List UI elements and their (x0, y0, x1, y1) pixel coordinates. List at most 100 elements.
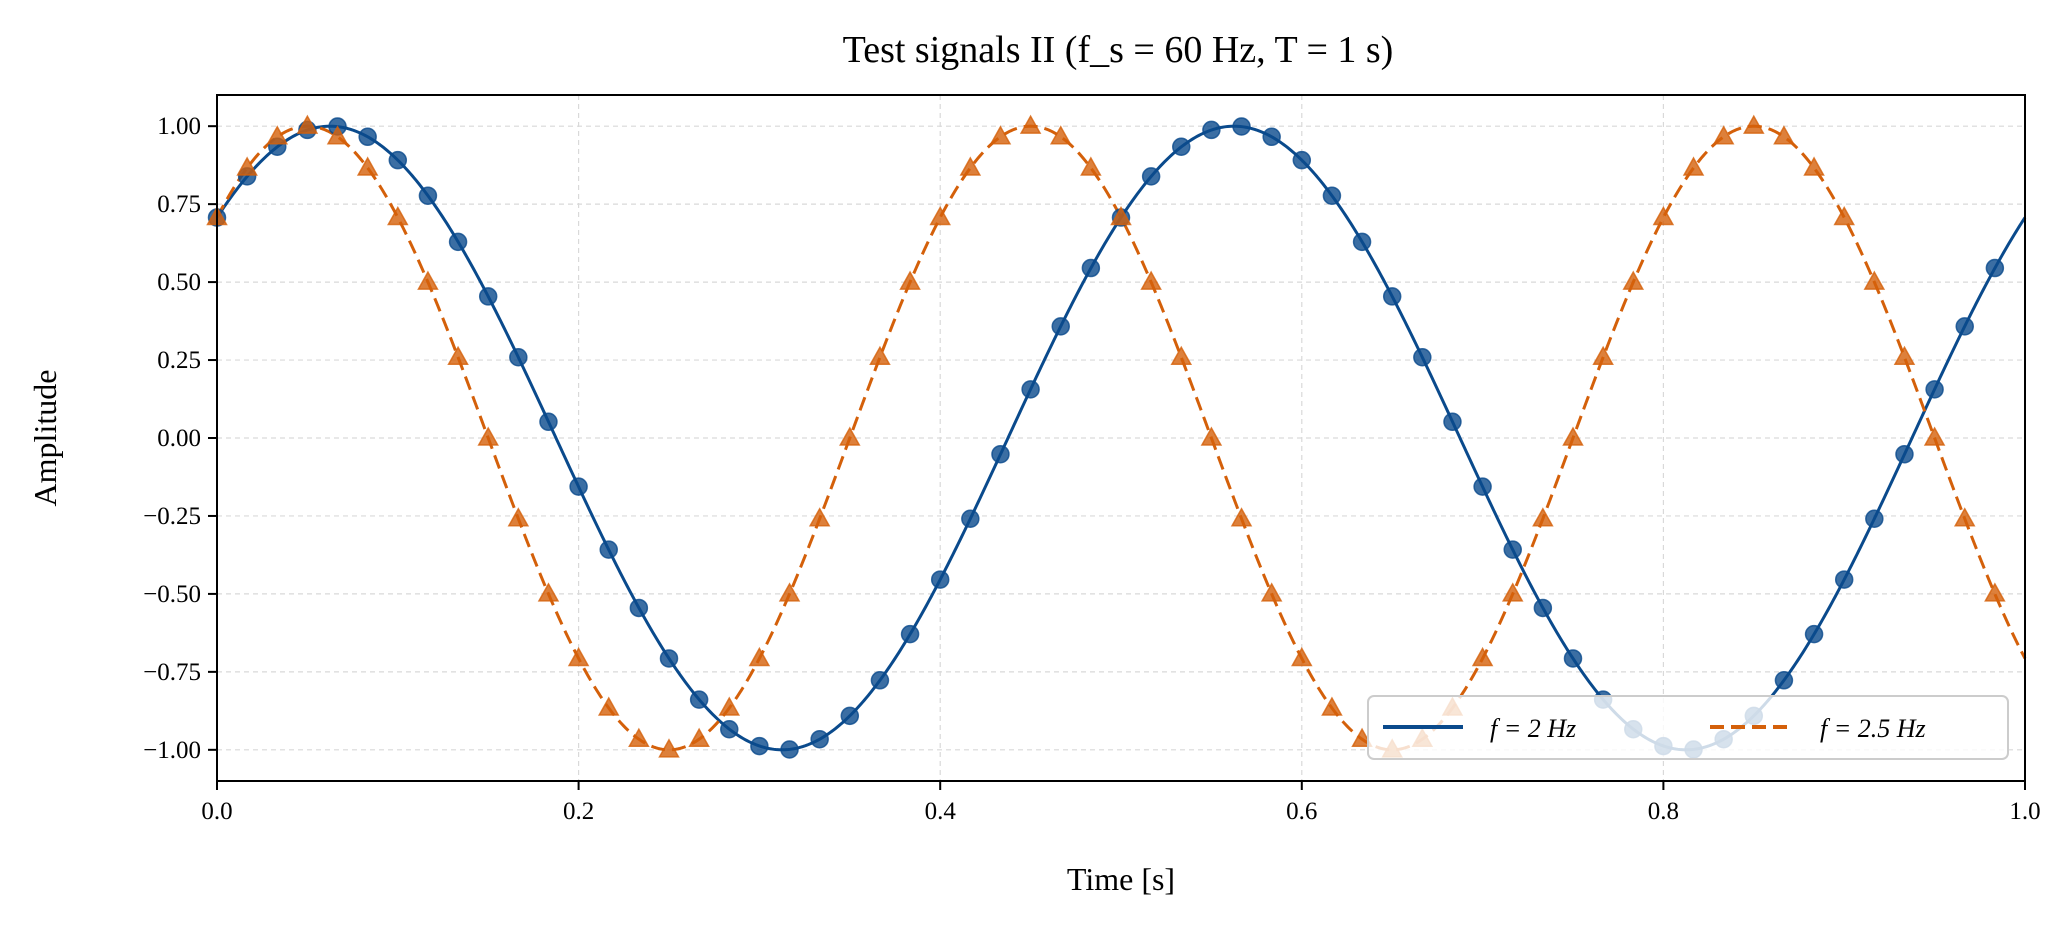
data-point-circle (870, 671, 890, 690)
data-point-triangle (1743, 114, 1765, 134)
data-point-triangle (1622, 270, 1645, 290)
data-point-triangle (507, 507, 530, 527)
data-point-circle (659, 649, 679, 668)
data-point-circle (388, 150, 408, 170)
data-point-circle (1352, 232, 1372, 252)
legend-label-2hz: f = 2 Hz (1490, 714, 1576, 743)
y-tick-label: −0.25 (143, 503, 201, 530)
data-point-triangle (1803, 156, 1825, 176)
data-point-circle (961, 509, 980, 529)
data-point-triangle (1682, 156, 1705, 176)
data-point-triangle (1652, 206, 1675, 226)
data-point-triangle (839, 426, 861, 446)
data-point-circle (418, 186, 438, 205)
data-point-triangle (778, 582, 801, 602)
y-axis-label: Amplitude (27, 370, 63, 507)
data-point-triangle (1230, 507, 1253, 527)
data-point-circle (629, 598, 649, 618)
data-point-circle (1382, 287, 1402, 306)
data-point-triangle (929, 206, 951, 226)
data-point-circle (478, 287, 498, 306)
data-point-circle (720, 719, 739, 739)
y-tick-label: −0.50 (143, 581, 201, 608)
data-point-triangle (326, 125, 349, 145)
data-point-triangle (628, 727, 650, 747)
data-point-triangle (808, 507, 831, 527)
data-point-triangle (1291, 646, 1313, 667)
data-point-triangle (869, 345, 891, 365)
data-point-circle (750, 736, 769, 756)
data-point-triangle (567, 646, 590, 667)
y-tick-label: 0.50 (157, 269, 201, 296)
data-point-circle (1262, 127, 1281, 147)
data-point-circle (569, 477, 588, 496)
data-point-triangle (1893, 345, 1916, 365)
data-point-circle (991, 444, 1010, 464)
x-tick-label: 0.2 (563, 798, 594, 825)
data-point-circle (930, 570, 950, 589)
data-point-circle (1533, 598, 1553, 618)
data-point-triangle (1923, 426, 1946, 446)
data-point-triangle (748, 646, 771, 667)
data-point-triangle (1200, 426, 1223, 446)
x-tick-label: 0.4 (925, 798, 957, 825)
data-point-circle (1051, 317, 1070, 336)
legend: f = 2 Hz f = 2.5 Hz (1367, 695, 2009, 760)
data-point-triangle (718, 696, 741, 716)
data-point-triangle (1049, 125, 1072, 145)
data-point-circle (900, 624, 920, 644)
data-point-triangle (1110, 206, 1132, 226)
data-point-circle (599, 540, 618, 559)
plot-area (206, 114, 2027, 759)
data-point-circle (1895, 444, 1914, 464)
y-tick-label: −0.75 (143, 659, 201, 686)
data-point-circle (1292, 150, 1312, 170)
data-point-circle (1834, 570, 1854, 589)
data-point-circle (1413, 347, 1432, 367)
data-point-circle (1955, 317, 1974, 336)
data-point-triangle (1351, 727, 1373, 747)
data-point-circle (780, 740, 799, 759)
data-point-triangle (537, 582, 560, 602)
data-point-triangle (1532, 507, 1554, 527)
data-point-triangle (1863, 270, 1886, 290)
data-point-circle (1232, 117, 1251, 136)
data-point-circle (539, 412, 558, 432)
data-point-circle (1322, 186, 1342, 205)
ticks: 0.0 0.2 0.4 0.6 0.8 1.0 1.00 0.75 0.50 0.25 0.00 −0… (143, 113, 2040, 825)
data-point-triangle (1501, 582, 1524, 602)
data-point-circle (1985, 258, 2005, 278)
data-point-triangle (597, 696, 620, 716)
data-point-triangle (417, 270, 439, 290)
data-point-circle (1172, 137, 1191, 157)
data-point-circle (358, 127, 377, 147)
data-point-circle (1865, 509, 1884, 529)
data-point-triangle (1953, 507, 1976, 527)
data-point-triangle (447, 345, 469, 365)
data-point-triangle (236, 156, 258, 176)
data-point-triangle (1592, 345, 1614, 365)
data-point-triangle (1712, 125, 1735, 145)
data-point-circle (1081, 258, 1101, 278)
data-point-triangle (1984, 582, 2006, 602)
x-tick-label: 0.8 (1648, 798, 1679, 825)
data-point-circle (689, 690, 709, 709)
data-point-circle (1443, 412, 1462, 432)
data-point-triangle (296, 114, 319, 134)
x-tick-label: 1.0 (2009, 798, 2040, 825)
data-point-circle (1804, 624, 1824, 644)
legend-label-2_5hz: f = 2.5 Hz (1820, 714, 1926, 743)
data-point-circle (1021, 380, 1040, 399)
data-point-circle (1563, 649, 1583, 668)
y-tick-label: 0.25 (157, 347, 201, 374)
y-tick-label: 1.00 (157, 113, 201, 140)
data-point-circle (1774, 671, 1794, 690)
data-point-circle (448, 232, 468, 252)
data-point-circle (810, 729, 829, 749)
x-tick-label: 0.6 (1286, 798, 1317, 825)
data-point-triangle (1562, 426, 1584, 446)
data-point-triangle (387, 206, 409, 226)
data-point-triangle (1260, 582, 1283, 602)
y-tick-label: 0.00 (157, 425, 201, 452)
